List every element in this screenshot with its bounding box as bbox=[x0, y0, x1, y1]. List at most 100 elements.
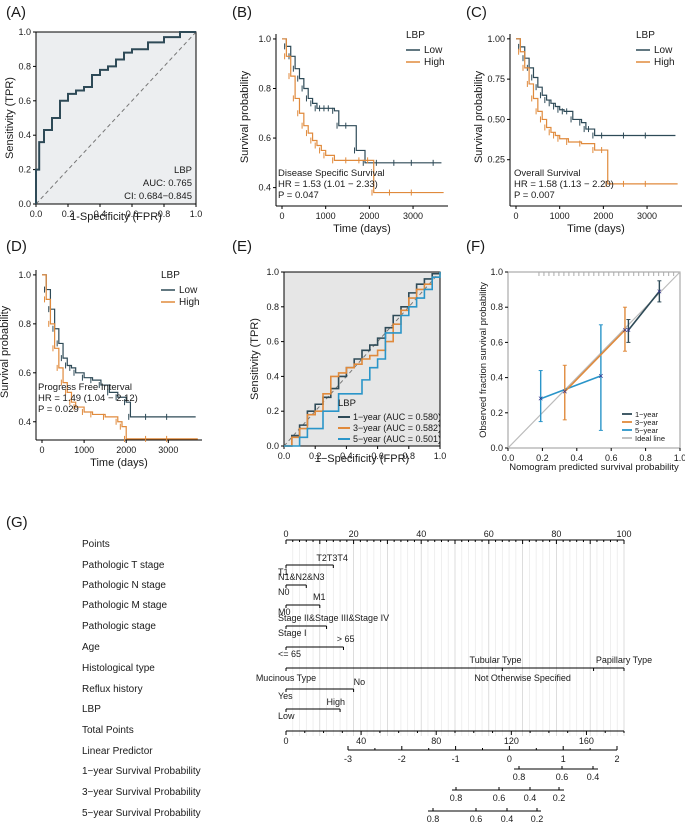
chart-b-x-tick-label: 3000 bbox=[403, 211, 423, 221]
nomogram-linear-predictor-tick-label: -3 bbox=[344, 754, 352, 764]
nomogram-survival-tick-label: 0.4 bbox=[587, 772, 600, 782]
chart-f-x-tick-label: 0.6 bbox=[605, 453, 618, 463]
chart-d-x-tick-label: 3000 bbox=[158, 445, 178, 455]
nomogram-row-label: 5−year Survival Probability bbox=[82, 808, 201, 819]
nomogram-points-tick-label: 0 bbox=[283, 529, 288, 539]
nomogram-points-tick-label: 80 bbox=[551, 529, 561, 539]
chart-c-y-label: Survival probability bbox=[473, 70, 485, 163]
chart-c-x-tick-label: 3000 bbox=[637, 211, 657, 221]
chart-a-y-label: Sensitivity (TPR) bbox=[4, 77, 16, 159]
chart-d-km-line-low bbox=[42, 274, 196, 418]
nomogram-total-points-tick-label: 40 bbox=[356, 736, 366, 746]
chart-f-y-tick-label: 1.0 bbox=[490, 267, 503, 277]
nomogram-points-tick-label: 100 bbox=[616, 529, 631, 539]
chart-f-x-tick-label: 0.2 bbox=[536, 453, 549, 463]
chart-f-point-marker: × bbox=[622, 325, 627, 335]
nomogram-level-label: Tubular Type bbox=[470, 655, 522, 665]
chart-f-y-tick-label: 0.8 bbox=[490, 302, 503, 312]
chart-a-annotation: CI: 0.684−0.845 bbox=[124, 191, 192, 202]
chart-f-y-tick-label: 0.4 bbox=[490, 373, 503, 383]
chart-d-annotation-title: Progress Free Interval bbox=[38, 382, 132, 393]
chart-f-point-marker: × bbox=[538, 394, 543, 404]
chart-d-y-tick-label: 0.6 bbox=[18, 368, 31, 378]
nomogram-row-label: Linear Predictor bbox=[82, 746, 153, 757]
nomogram-level-label: <= 65 bbox=[278, 649, 301, 659]
chart-e-roc-line-3 bbox=[284, 272, 441, 447]
chart-b-y-tick-label: 0.6 bbox=[258, 133, 271, 143]
chart-a-x-tick-label: 0.0 bbox=[30, 209, 43, 219]
chart-e-x-tick-label: 0.6 bbox=[371, 451, 384, 461]
chart-c-annotation-p: P = 0.007 bbox=[514, 190, 555, 201]
chart-e-x-label: 1−Specificity (FPR) bbox=[315, 453, 409, 465]
nomogram-survival-tick-label: 0.8 bbox=[513, 772, 526, 782]
chart-e-y-tick-label: 0.4 bbox=[266, 371, 279, 381]
chart-a-annotation: LBP bbox=[174, 165, 192, 176]
nomogram-total-points-tick-label: 160 bbox=[579, 736, 594, 746]
chart-b-annotation-p: P = 0.047 bbox=[278, 190, 319, 201]
nomogram-row-label: 1−year Survival Probability bbox=[82, 766, 201, 777]
nomogram-level-label: High bbox=[327, 697, 346, 707]
chart-b-legend-title: LBP bbox=[406, 30, 425, 41]
panel-label-c: (C) bbox=[466, 4, 487, 21]
chart-b-x-label: Time (days) bbox=[333, 223, 391, 235]
nomogram-survival-tick-label: 0.8 bbox=[450, 793, 463, 803]
chart-b-legend-label-low: Low bbox=[424, 45, 443, 56]
chart-c-km-line-high bbox=[516, 38, 678, 185]
nomogram-linear-predictor-tick-label: -2 bbox=[398, 754, 406, 764]
chart-c-annotation-title: Overall Survival bbox=[514, 168, 581, 179]
nomogram-points-tick-label: 20 bbox=[349, 529, 359, 539]
nomogram-survival-tick-label: 0.4 bbox=[501, 814, 514, 823]
nomogram-linear-predictor-tick-label: 0 bbox=[507, 754, 512, 764]
chart-e-x-tick-label: 0.4 bbox=[340, 451, 353, 461]
nomogram-level-label: Yes bbox=[278, 691, 293, 701]
chart-b-x-tick-label: 2000 bbox=[359, 211, 379, 221]
chart-b-annotation-title: Disease Specific Survival bbox=[278, 168, 385, 179]
chart-d-legend-title: LBP bbox=[161, 270, 180, 281]
chart-a-y-tick-label: 1.0 bbox=[18, 27, 31, 37]
chart-a-x-tick-label: 0.2 bbox=[62, 209, 75, 219]
chart-d-y-tick-label: 1.0 bbox=[18, 270, 31, 280]
panel-label-g: (G) bbox=[6, 514, 28, 531]
chart-e-y-tick-label: 0.6 bbox=[266, 337, 279, 347]
nomogram-row-label: Pathologic stage bbox=[82, 621, 156, 632]
chart-e-legend-label-2: 3−year (AUC = 0.582) bbox=[353, 423, 441, 433]
nomogram-level-label: M0 bbox=[278, 607, 291, 617]
chart-f-point-marker: × bbox=[626, 325, 631, 335]
panel-label-d: (D) bbox=[6, 238, 27, 255]
nomogram-level-label: Stage I bbox=[278, 628, 307, 638]
chart-f-legend-label-2: 3−year bbox=[635, 418, 659, 427]
nomogram-total-points-tick-label: 120 bbox=[504, 736, 519, 746]
chart-e-y-tick-label: 0.8 bbox=[266, 302, 279, 312]
chart-f-calibration-line-3 bbox=[540, 375, 602, 400]
chart-c-annotation-hr: HR = 1.58 (1.13 − 2.20) bbox=[514, 179, 614, 190]
nomogram-survival-tick-label: 0.2 bbox=[531, 814, 544, 823]
chart-f-legend-label-4: Ideal line bbox=[635, 434, 665, 443]
nomogram-level-label: Mucinous Type bbox=[256, 673, 316, 683]
chart-d-x-tick-label: 1000 bbox=[74, 445, 94, 455]
nomogram-level-label: Stage II&Stage III&Stage IV bbox=[278, 613, 389, 623]
chart-f-y-label: Observed fraction survival probability bbox=[478, 282, 489, 438]
chart-f-calibration-line-1 bbox=[627, 290, 660, 331]
chart-f-x-tick-label: 0.8 bbox=[639, 453, 652, 463]
nomogram-row-label: Points bbox=[82, 539, 110, 550]
nomogram-survival-tick-label: 0.6 bbox=[470, 814, 483, 823]
chart-d-legend-label-high: High bbox=[179, 297, 200, 308]
chart-c-legend-title: LBP bbox=[636, 30, 655, 41]
chart-d-x-tick-label: 2000 bbox=[116, 445, 136, 455]
nomogram-linear-predictor-tick-label: 1 bbox=[561, 754, 566, 764]
nomogram-linear-predictor-tick-label: 2 bbox=[614, 754, 619, 764]
nomogram-level-label: T1 bbox=[278, 567, 289, 577]
chart-a-y-tick-label: 0.6 bbox=[18, 96, 31, 106]
chart-c-x-tick-label: 2000 bbox=[593, 211, 613, 221]
chart-d-legend-label-low: Low bbox=[179, 285, 198, 296]
nomogram-points-tick-label: 40 bbox=[416, 529, 426, 539]
chart-c-x-tick-label: 1000 bbox=[550, 211, 570, 221]
chart-e-legend-label-1: 1−year (AUC = 0.580) bbox=[353, 412, 441, 422]
chart-a-x-tick-label: 0.4 bbox=[94, 209, 107, 219]
chart-a-y-tick-label: 0.8 bbox=[18, 61, 31, 71]
nomogram-level-label: M1 bbox=[313, 592, 326, 602]
nomogram-survival-tick-label: 0.4 bbox=[524, 793, 537, 803]
nomogram-row-label: Age bbox=[82, 642, 100, 653]
nomogram-level-label: Papillary Type bbox=[596, 655, 652, 665]
nomogram-survival-tick-label: 0.6 bbox=[493, 793, 506, 803]
